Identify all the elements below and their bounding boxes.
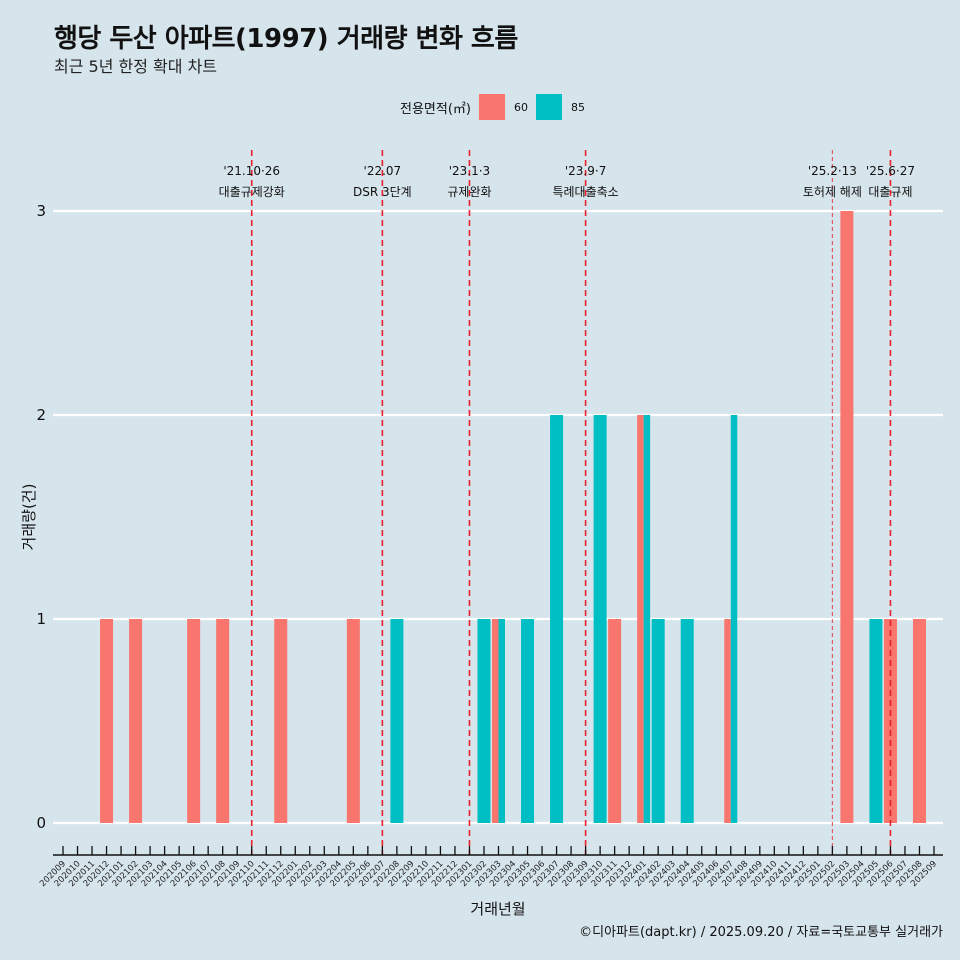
bar-85-202402 xyxy=(651,619,665,823)
legend-label-85: 85 xyxy=(570,100,585,114)
caption: ©디아파트(dapt.kr) / 2025.09.20 / 자료=국토교통부 실… xyxy=(579,925,943,940)
event-label-202506: 대출규제 xyxy=(868,185,912,199)
legend: 전용면적(㎡) 60 85 xyxy=(400,93,593,121)
event-date-202207: '22.07 xyxy=(364,164,402,178)
chart-subtitle: 최근 5년 한정 확대 차트 xyxy=(54,57,218,76)
bar-60-202102 xyxy=(129,619,143,823)
x-axis: 2020092020102020112020122021012021022021… xyxy=(38,846,943,889)
bar-85-202401 xyxy=(643,415,651,823)
event-lines xyxy=(250,150,892,855)
bar-85-202305 xyxy=(521,619,535,823)
bar-85-202407 xyxy=(730,415,738,823)
bar-60-202508 xyxy=(912,619,926,823)
legend-swatch-85 xyxy=(535,94,562,120)
legend-swatch-60 xyxy=(478,94,505,120)
bar-60-202012 xyxy=(100,619,114,823)
bar-85-202310 xyxy=(593,415,607,823)
bar-60-202311 xyxy=(608,619,622,823)
event-date-202309: '23.9·7 xyxy=(565,164,606,178)
bar-60-202108 xyxy=(216,619,230,823)
bar-85-202303 xyxy=(498,619,505,823)
event-date-202502: '25.2·13 xyxy=(808,164,857,178)
bar-85-202404 xyxy=(680,619,694,823)
bars xyxy=(100,211,926,823)
event-label-202301: 규제완화 xyxy=(447,185,491,199)
bar-85-202208 xyxy=(390,619,404,823)
event-label-202110: 대출규제강화 xyxy=(219,185,285,199)
bar-85-202505 xyxy=(869,619,883,823)
event-label-202207: DSR 3단계 xyxy=(353,185,412,199)
y-axis-ticks: 0 1 2 3 xyxy=(36,202,46,832)
y-tick-label: 3 xyxy=(36,202,46,220)
bar-60-202205 xyxy=(346,619,360,823)
event-label-202502: 토허제 해제 xyxy=(803,185,862,199)
bar-60-202106 xyxy=(187,619,201,823)
x-axis-title: 거래년월 xyxy=(470,900,525,918)
bar-85-202302 xyxy=(477,619,491,823)
event-annotations: '21.10·26 대출규제강화 '22.07 DSR 3단계 '23.1·3 규제완화 '… xyxy=(219,164,915,199)
chart-title: 행당 두산 아파트(1997) 거래량 변화 흐름 xyxy=(54,24,518,54)
event-date-202301: '23.1·3 xyxy=(449,164,490,178)
legend-label-60: 60 xyxy=(513,100,528,114)
event-date-202506: '25.6·27 xyxy=(866,164,915,178)
bar-60-202407 xyxy=(724,619,731,823)
event-date-202110: '21.10·26 xyxy=(223,164,280,178)
bar-60-202503 xyxy=(840,211,854,823)
bar-60-202112 xyxy=(274,619,288,823)
y-tick-label: 1 xyxy=(36,610,46,628)
bar-60-202401 xyxy=(637,415,644,823)
bar-60-202303 xyxy=(492,619,499,823)
event-label-202309: 특례대출축소 xyxy=(552,185,618,199)
legend-title: 전용면적(㎡) xyxy=(400,101,471,117)
y-tick-label: 0 xyxy=(36,814,46,832)
y-axis-title: 거래량(건) xyxy=(20,484,38,551)
bar-85-202307 xyxy=(550,415,564,823)
y-tick-label: 2 xyxy=(36,406,46,424)
